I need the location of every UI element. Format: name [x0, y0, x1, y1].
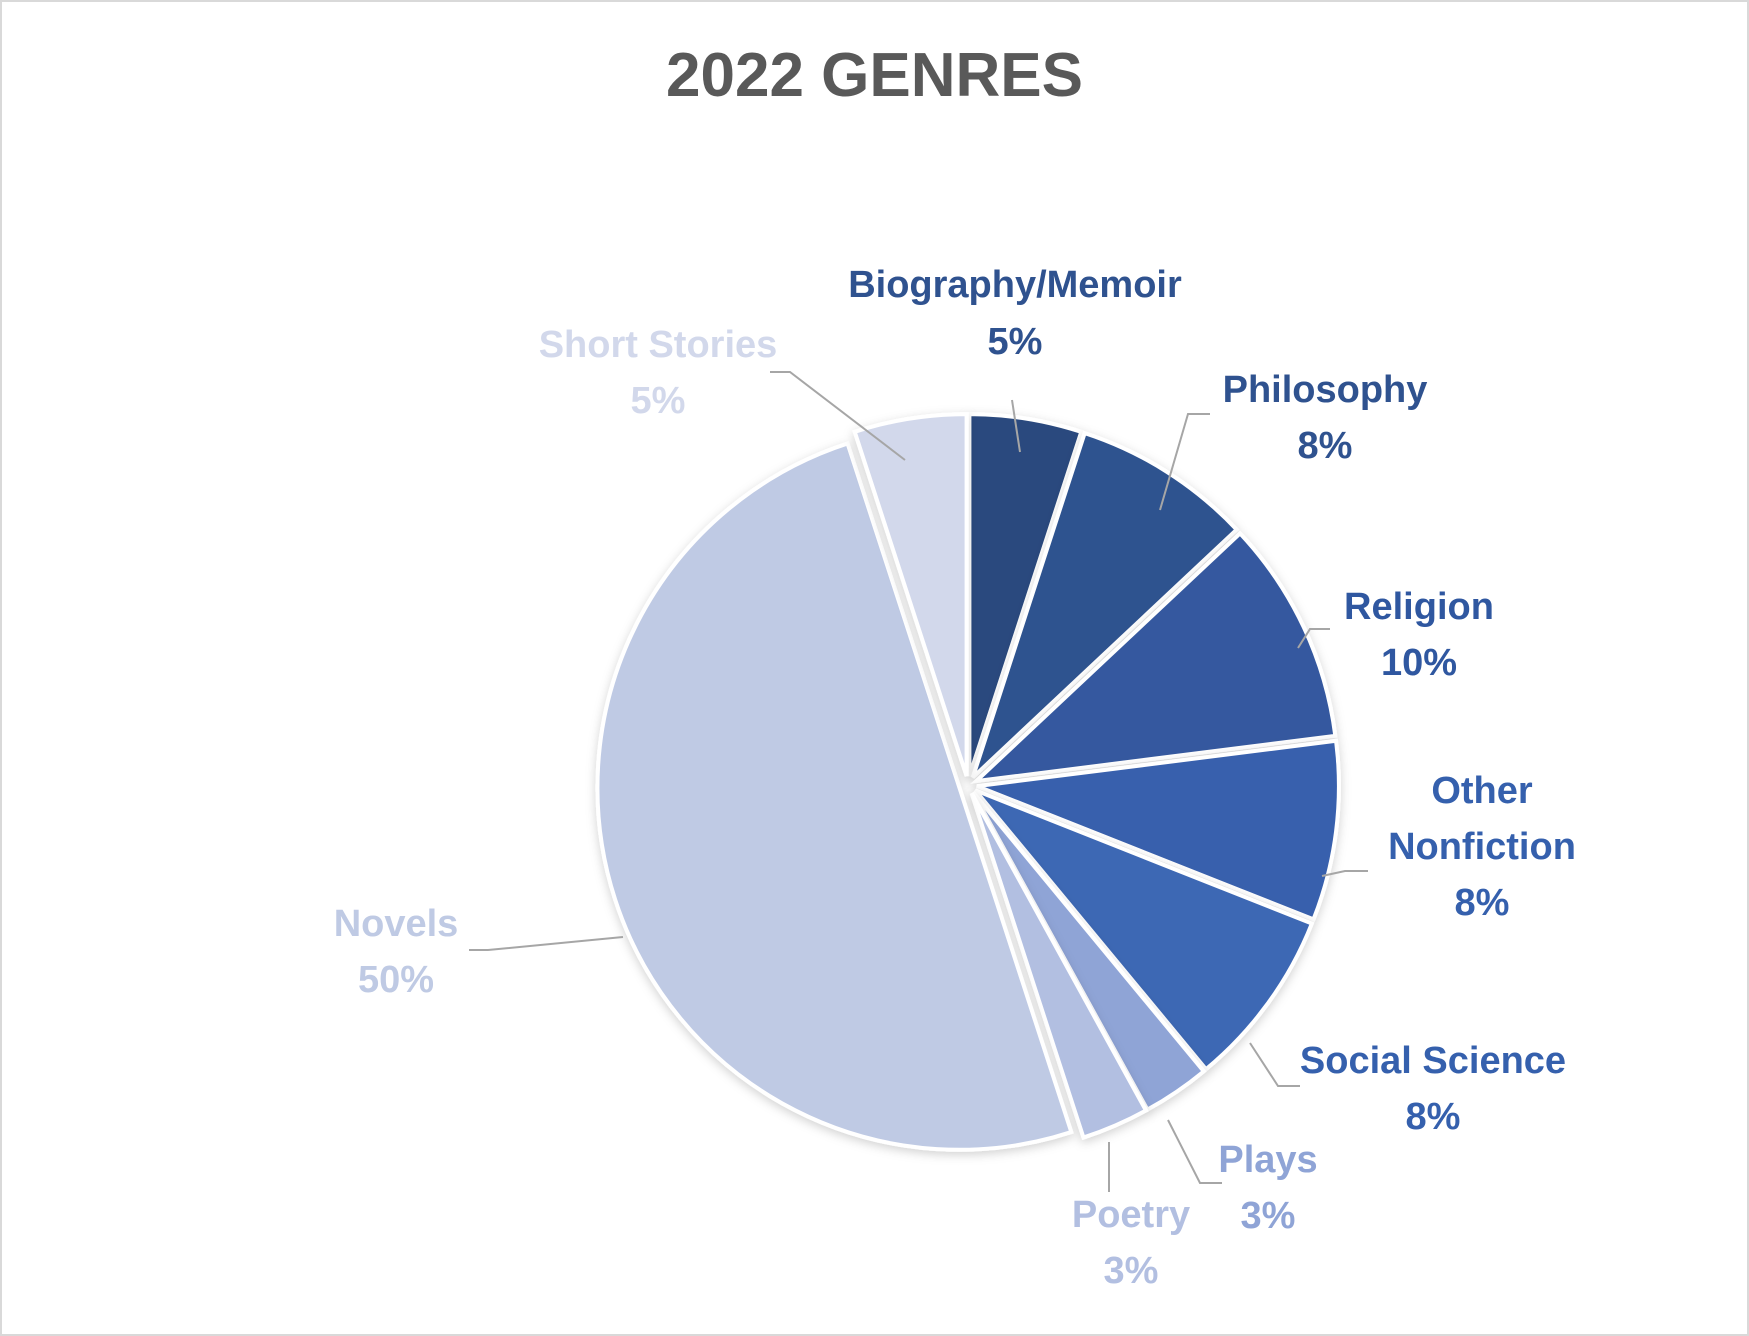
- pie-slice-philosophy: [970, 430, 1240, 779]
- data-label-name-short-stories: Short Stories: [539, 324, 778, 366]
- pie-slice-religion: [970, 530, 1338, 784]
- data-label-value-poetry: 3%: [1104, 1250, 1159, 1292]
- leader-line-biography-memoir: [1011, 399, 1021, 453]
- data-label-name-biography-memoir: Biography/Memoir: [848, 264, 1182, 306]
- data-label-value-social-science: 8%: [1406, 1096, 1461, 1138]
- data-label-value-novels: 50%: [358, 959, 434, 1001]
- pie-slice-poetry: [969, 792, 1149, 1141]
- pie-slice-novels: [597, 443, 1071, 1149]
- data-label-name-poetry: Poetry: [1072, 1194, 1190, 1236]
- data-label-value-philosophy: 8%: [1298, 425, 1353, 467]
- leader-line-plays: [1167, 1119, 1222, 1184]
- pie-slice-biography-memoir: [967, 412, 1084, 777]
- data-label-value-other-nonfiction: 8%: [1455, 882, 1510, 924]
- data-label-value-biography-memoir: 5%: [988, 321, 1043, 363]
- data-label-name-social-science: Social Science: [1300, 1040, 1566, 1082]
- data-label-name-philosophy: Philosophy: [1223, 369, 1428, 411]
- data-label-name-novels: Novels: [334, 903, 459, 945]
- leader-line-novels: [469, 936, 624, 951]
- leader-line-philosophy: [1159, 413, 1210, 511]
- data-label-name-plays: Plays: [1218, 1139, 1317, 1181]
- data-label-value-plays: 3%: [1241, 1195, 1296, 1237]
- data-label-name-other-nonfiction-line-2: Nonfiction: [1388, 826, 1576, 868]
- data-label-name-other-nonfiction-line-1: Other: [1431, 770, 1533, 812]
- leader-line-other-nonfiction: [1321, 870, 1368, 877]
- data-label-name-religion: Religion: [1344, 586, 1494, 628]
- pie-slice-social-science: [973, 788, 1315, 1073]
- leader-line-short-stories: [770, 371, 906, 461]
- leader-line-social-science: [1249, 1042, 1300, 1087]
- leader-line-religion: [1297, 628, 1330, 649]
- chart-title: 2022 GENRES: [666, 41, 1083, 110]
- pie-slice-short-stories: [852, 412, 969, 777]
- data-label-value-religion: 10%: [1381, 642, 1457, 684]
- data-label-value-short-stories: 5%: [631, 380, 686, 422]
- pie-slice-other-nonfiction: [976, 738, 1341, 922]
